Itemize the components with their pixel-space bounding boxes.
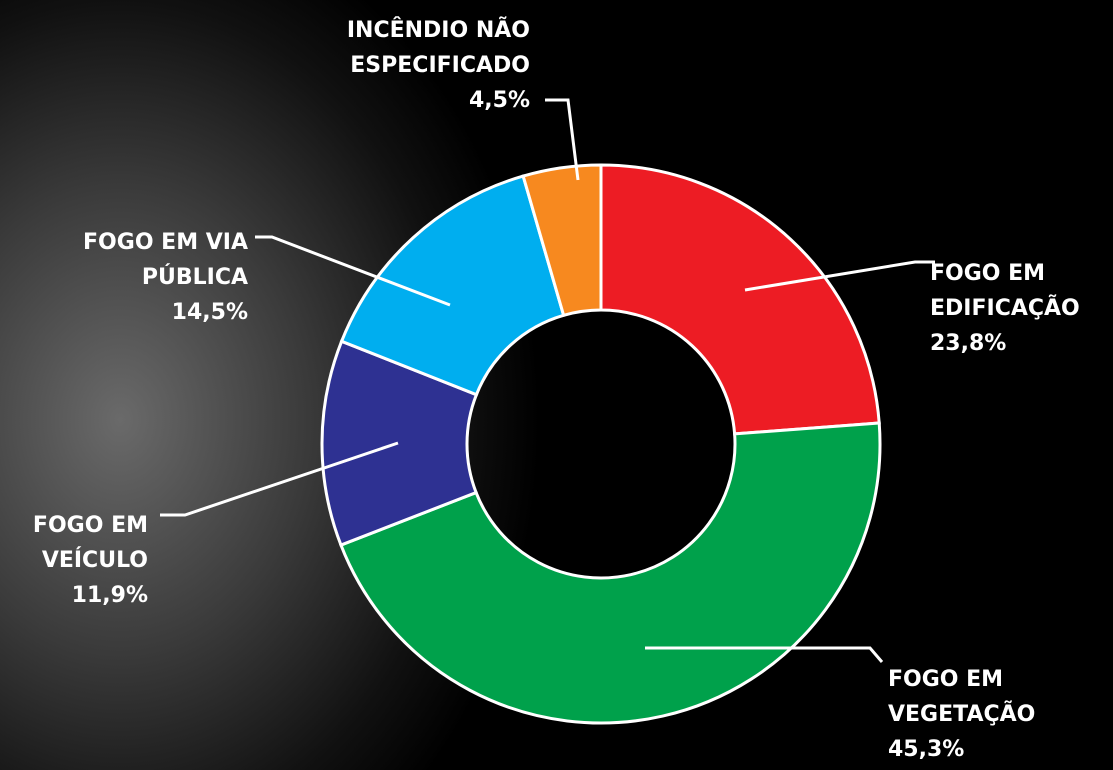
donut-slice [599, 163, 881, 436]
category-label: INCÊNDIO NÃO ESPECIFICADO [346, 18, 530, 78]
slice-label: FOGO EM EDIFICAÇÃO 23,8% [930, 256, 1080, 361]
category-label: FOGO EM EDIFICAÇÃO [930, 261, 1080, 321]
value-label: 4,5% [468, 88, 530, 113]
slice-label: FOGO EM VEÍCULO 11,9% [33, 508, 148, 613]
value-label: 45,3% [888, 737, 965, 762]
slice-label: INCÊNDIO NÃO ESPECIFICADO 4,5% [347, 13, 530, 118]
value-label: 14,5% [171, 300, 248, 325]
donut-slice [521, 163, 603, 318]
donut-slice [339, 174, 566, 397]
leader-line [645, 646, 884, 663]
donut [320, 163, 882, 725]
slice-label: FOGO EM VIA PÚBLICA 14,5% [83, 225, 248, 330]
category-label: FOGO EM VIA PÚBLICA [83, 230, 248, 290]
leader-line [545, 98, 580, 181]
slice-label: FOGO EM VEGETAÇÃO 45,3% [888, 662, 1035, 767]
leader-line [160, 441, 399, 517]
leader-line [255, 235, 451, 307]
category-label: FOGO EM VEGETAÇÃO [888, 667, 1036, 727]
value-label: 23,8% [930, 331, 1007, 356]
leader-lines [160, 98, 935, 663]
leader-line [744, 260, 935, 292]
category-label: FOGO EM VEÍCULO [32, 513, 148, 573]
value-label: 11,9% [71, 583, 148, 608]
